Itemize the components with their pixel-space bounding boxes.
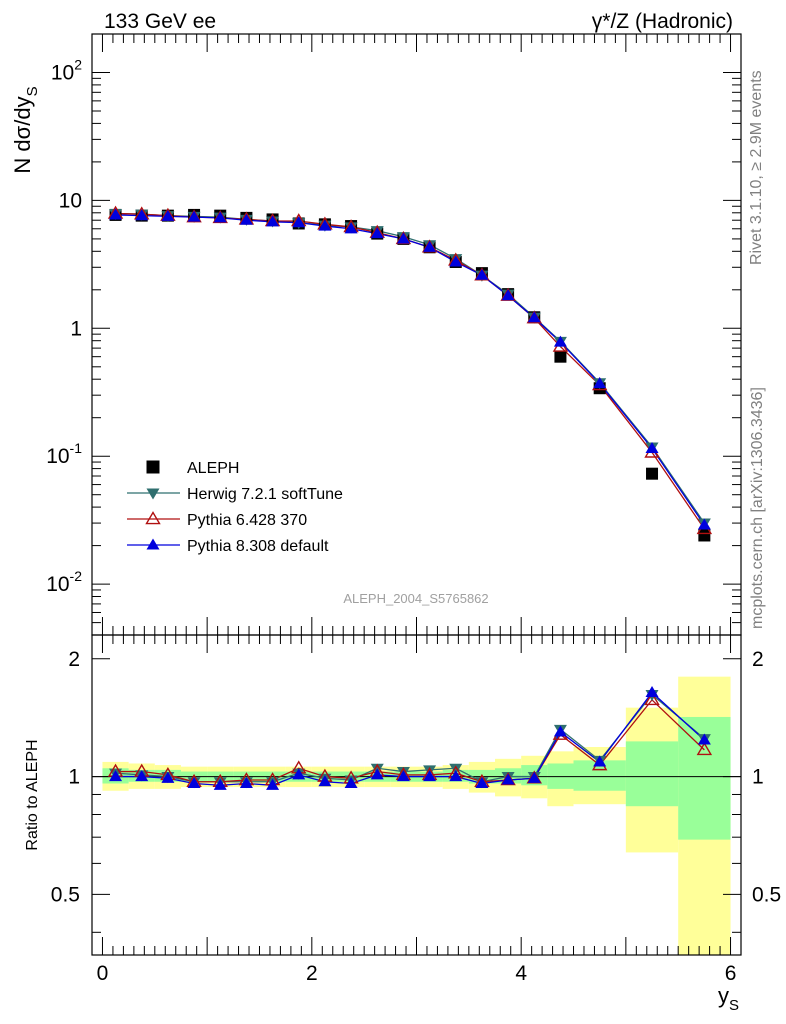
- ratio-data-point: [697, 733, 711, 745]
- main-y-tick-label: 10: [59, 189, 82, 212]
- ratio-data-point: [423, 770, 437, 782]
- main-data-point: [449, 255, 463, 267]
- main-data-point: [553, 335, 567, 347]
- ratio-data-point: [213, 778, 227, 790]
- main-data-point: [396, 232, 410, 244]
- ratio-y-tick-label-left: 1: [68, 766, 80, 789]
- x-tick-label: 6: [725, 962, 737, 985]
- main-data-point: [187, 210, 201, 222]
- ratio-y-tick-labels: 0.5 0.5 1 1 2 2: [51, 648, 781, 907]
- main-data-point: [266, 215, 280, 227]
- legend-label: ALEPH: [187, 460, 239, 477]
- main-y-tick-labels: 10-2 10-1 1 10 102: [46, 57, 82, 597]
- main-data-point: [697, 518, 711, 530]
- main-y-tick-label: 1: [70, 317, 82, 340]
- ratio-data-point: [292, 768, 306, 780]
- ratio-y-tick-label-left: 2: [68, 648, 80, 671]
- ratio-data-point: [645, 685, 659, 698]
- main-data-point: [698, 529, 711, 542]
- main-data-point: [318, 219, 332, 231]
- main-data-point: [161, 209, 175, 221]
- ratio-y-axis-title: Ratio to ALEPH: [24, 739, 41, 850]
- ratio-y-tick-label-right: 0.5: [752, 883, 781, 906]
- ratio-data-point: [187, 777, 201, 789]
- main-data-point: [292, 216, 306, 228]
- ratio-data-point: [553, 725, 567, 737]
- main-y-tick-label: 10-1: [46, 440, 82, 468]
- main-y-tick-label: 10-2: [46, 568, 82, 596]
- analysis-watermark: ALEPH_2004_S5765862: [343, 591, 488, 606]
- ratio-data-point: [449, 770, 463, 782]
- main-data-point: [213, 211, 227, 223]
- main-axis-ticks: [92, 33, 741, 636]
- legend-label: Pythia 6.428 370: [187, 512, 307, 529]
- main-data-point: [554, 350, 567, 363]
- legend: ALEPH Herwig 7.2.1 softTune Pythia 6.428 3…: [127, 460, 343, 555]
- ratio-data-point: [475, 777, 489, 789]
- ratio-data-point: [266, 778, 280, 790]
- ratio-y-tick-label-right: 2: [752, 648, 764, 671]
- main-data-point: [370, 227, 384, 239]
- legend-label: Herwig 7.2.1 softTune: [187, 486, 343, 503]
- main-data-point: [646, 467, 659, 480]
- ratio-y-tick-label-right: 1: [752, 766, 764, 789]
- ratio-data-point: [109, 770, 123, 782]
- main-y-axis-title: N dσ/dyS: [10, 86, 41, 173]
- x-tick-label: 2: [306, 962, 318, 985]
- legend-marker: [146, 488, 160, 500]
- legend-marker: [146, 460, 160, 474]
- main-series-line: [115, 212, 705, 530]
- x-tick-label: 4: [515, 962, 527, 985]
- rivet-label: Rivet 3.1.10, ≥ 2.9M events: [748, 70, 765, 265]
- main-data-point: [239, 213, 253, 225]
- main-data-point: [135, 209, 149, 221]
- ratio-data-point: [135, 770, 149, 782]
- ratio-data-point: [239, 777, 253, 789]
- ratio-data-point: [696, 742, 713, 756]
- main-data-point: [475, 268, 489, 280]
- ratio-series: [107, 685, 713, 790]
- x-tick-labels: 0 2 4 6: [97, 962, 737, 985]
- main-series: [107, 205, 713, 542]
- legend-label: Pythia 8.308 default: [187, 538, 329, 555]
- legend-marker: [146, 538, 160, 550]
- x-tick-label: 0: [97, 962, 109, 985]
- main-data-point: [593, 377, 607, 389]
- ratio-data-point: [501, 773, 515, 785]
- ratio-data-point: [370, 768, 384, 780]
- ratio-data-point: [449, 763, 463, 775]
- main-data-point: [344, 222, 358, 234]
- main-data-point: [423, 240, 437, 252]
- ratio-data-point: [593, 755, 607, 767]
- legend-marker: [145, 511, 161, 525]
- main-data-point: [645, 441, 659, 453]
- x-axis-title: yS: [718, 983, 739, 1014]
- main-data-point: [501, 289, 515, 301]
- ratio-data-point: [318, 775, 332, 787]
- main-data-point: [527, 311, 541, 323]
- ratio-data-point: [161, 771, 175, 783]
- ratio-y-tick-label-left: 0.5: [51, 883, 80, 906]
- main-data-point: [109, 208, 123, 220]
- ratio-data-point: [396, 770, 410, 782]
- mcplots-label: mcplots.cern.ch [arXiv:1306.3436]: [749, 387, 766, 629]
- ratio-data-point: [344, 777, 358, 789]
- header-left: 133 GeV ee: [104, 10, 216, 33]
- ratio-data-point: [644, 692, 660, 706]
- header-right: γ*/Z (Hadronic): [592, 10, 733, 33]
- main-series-line: [115, 214, 705, 526]
- main-y-tick-label: 102: [51, 57, 82, 85]
- ratio-data-point: [527, 771, 541, 783]
- inner-band-bin: [625, 741, 679, 807]
